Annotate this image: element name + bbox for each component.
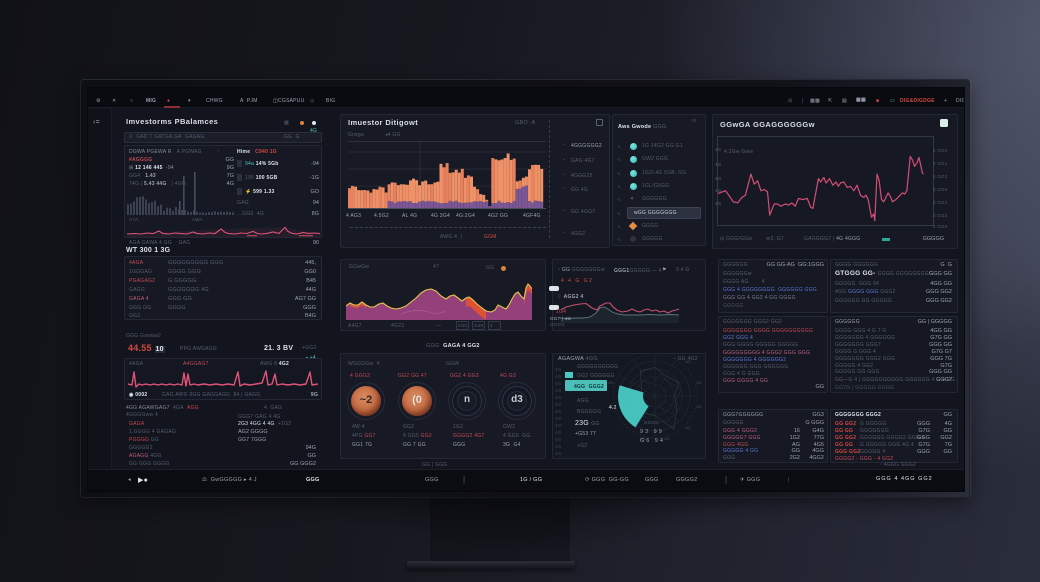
svg-text:4G: 4G [640,436,645,441]
svg-text:4G: 4G [608,380,613,385]
svg-text:4G: 4G [696,380,701,385]
svg-text:4G: 4G [685,359,690,364]
svg-text:4G: 4G [664,436,669,441]
svg-text:4G: 4G [608,404,613,409]
svg-text:4G: 4G [685,425,690,430]
svg-text:4G: 4G [696,404,701,409]
